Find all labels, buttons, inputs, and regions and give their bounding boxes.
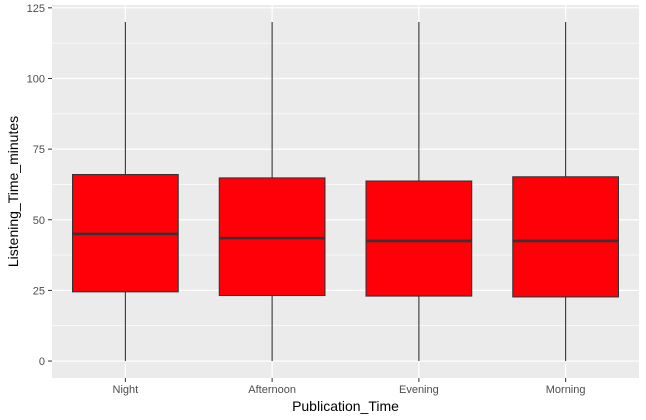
- x-tick-label: Night: [113, 384, 139, 396]
- x-axis-title: Publication_Time: [292, 398, 399, 414]
- x-tick-label: Evening: [399, 384, 439, 396]
- y-tick-label: 50: [33, 215, 45, 227]
- boxes-layer: [71, 21, 620, 362]
- iqr-box: [512, 176, 620, 298]
- x-tick-label: Afternoon: [248, 384, 296, 396]
- y-tick-label: 25: [33, 285, 45, 297]
- y-axis: 0 25 50 75 100 125: [27, 3, 52, 368]
- box-evening: [365, 21, 473, 362]
- y-tick-label: 125: [27, 3, 45, 15]
- y-axis-title: Listening_Time_minutes: [5, 116, 21, 267]
- iqr-box: [365, 180, 473, 297]
- x-axis: Night Afternoon Evening Morning: [113, 378, 586, 396]
- x-tick-label: Morning: [546, 384, 586, 396]
- box-morning: [512, 21, 620, 362]
- box-afternoon: [218, 21, 326, 362]
- y-tick-label: 0: [39, 356, 45, 368]
- iqr-box: [218, 177, 326, 297]
- y-tick-label: 75: [33, 144, 45, 156]
- box-night: [71, 21, 179, 362]
- y-tick-label: 100: [27, 73, 45, 85]
